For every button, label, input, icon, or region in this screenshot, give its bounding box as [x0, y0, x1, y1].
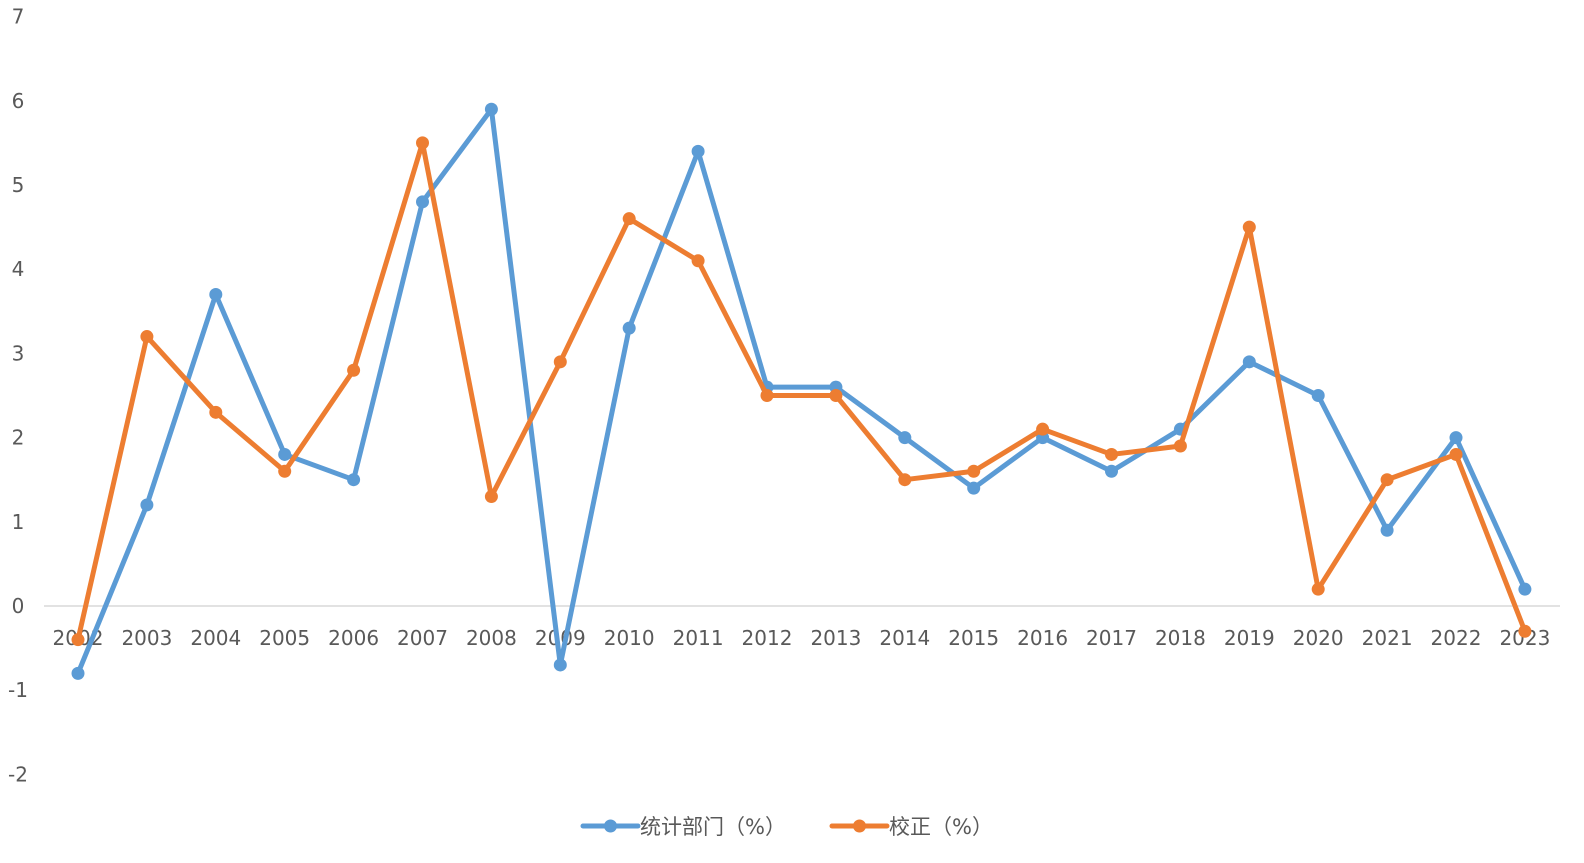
legend-swatch-marker [604, 819, 617, 833]
data-point [898, 431, 912, 445]
data-point [71, 633, 85, 647]
data-point [416, 136, 429, 150]
data-point [967, 464, 981, 478]
data-point [347, 363, 361, 377]
data-point [1380, 523, 1394, 537]
x-tick-label: 2004 [190, 626, 241, 650]
y-tick-label: 4 [12, 257, 25, 281]
x-tick-label: 2022 [1431, 626, 1482, 650]
legend-item: 统计部门（%） [580, 815, 786, 839]
x-tick-label: 2011 [673, 626, 724, 650]
data-point [1105, 464, 1118, 478]
data-point [760, 389, 774, 402]
data-point [416, 195, 429, 209]
legend-item: 校正（%） [829, 815, 993, 839]
data-point [209, 287, 223, 301]
data-point [1311, 389, 1325, 402]
data-point [1449, 447, 1463, 461]
series-2 [71, 136, 1532, 647]
data-point [553, 658, 567, 672]
data-point [1173, 439, 1187, 453]
legend: 统计部门（%） 校正（%） [580, 815, 993, 839]
x-axis-tick-labels: 2002200320042005200620072008200920102011… [53, 626, 1551, 650]
y-tick-label: 3 [12, 341, 25, 365]
data-point [829, 389, 843, 402]
series-line [75, 106, 1528, 676]
data-point [622, 321, 636, 335]
data-point [691, 144, 705, 158]
legend-swatch-marker [853, 819, 866, 833]
x-tick-label: 2021 [1362, 626, 1413, 650]
x-tick-label: 2010 [604, 626, 655, 650]
y-tick-label: 2 [12, 426, 25, 450]
x-tick-label: 2019 [1224, 626, 1275, 650]
data-point [1518, 582, 1532, 596]
x-tick-label: 2008 [466, 626, 517, 650]
data-point [71, 666, 85, 680]
data-point [1242, 220, 1256, 234]
series-1 [71, 102, 1532, 680]
data-point [140, 498, 154, 512]
y-tick-label: -2 [8, 762, 28, 786]
data-point [278, 464, 292, 478]
x-tick-label: 2017 [1086, 626, 1137, 650]
y-tick-label: 0 [12, 594, 25, 618]
series-group [71, 102, 1532, 680]
series-line [75, 140, 1528, 643]
data-point [140, 330, 154, 344]
data-point [484, 102, 498, 116]
y-tick-label: 1 [12, 510, 25, 534]
data-point [1242, 355, 1256, 369]
x-tick-label: 2006 [328, 626, 379, 650]
data-point [347, 473, 361, 487]
x-tick-label: 2007 [397, 626, 448, 650]
data-point [484, 490, 498, 504]
y-tick-label: 5 [12, 173, 25, 197]
x-tick-label: 2003 [121, 626, 172, 650]
data-point [209, 405, 223, 419]
data-point [1036, 422, 1050, 436]
x-tick-label: 2020 [1293, 626, 1344, 650]
legend-label: 统计部门（%） [640, 815, 786, 839]
data-point [1380, 473, 1394, 487]
y-tick-label: 6 [12, 89, 25, 113]
x-tick-label: 2018 [1155, 626, 1206, 650]
x-tick-label: 2014 [879, 626, 930, 650]
data-point [553, 355, 567, 369]
data-point [1105, 447, 1118, 461]
x-tick-label: 2013 [810, 626, 861, 650]
legend-label: 校正（%） [889, 815, 993, 839]
data-point [1518, 624, 1532, 638]
data-point [691, 254, 705, 268]
data-point [1311, 582, 1325, 596]
y-tick-label: 7 [12, 5, 25, 29]
x-tick-label: 2012 [742, 626, 793, 650]
data-point [1449, 431, 1463, 445]
data-point [622, 212, 636, 226]
x-tick-label: 2005 [259, 626, 310, 650]
y-tick-label: -1 [8, 678, 28, 702]
data-point [967, 481, 981, 495]
data-point [898, 473, 912, 487]
data-point [278, 447, 292, 461]
x-tick-label: 2016 [1017, 626, 1068, 650]
x-tick-label: 2015 [948, 626, 999, 650]
y-axis-tick-labels: -2 -1 0 1 2 3 4 5 6 7 [8, 5, 28, 787]
